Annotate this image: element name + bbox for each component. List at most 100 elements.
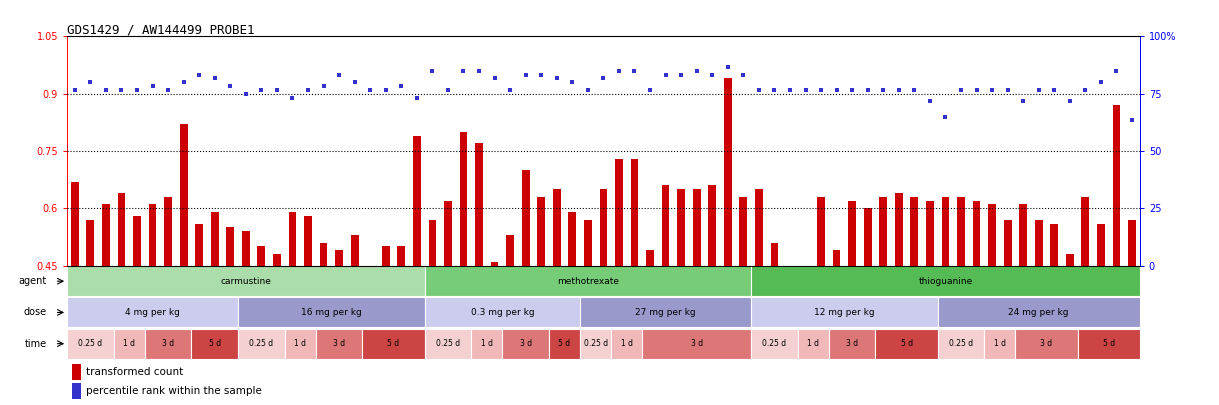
Bar — [973, 200, 980, 266]
Text: thioguanine: thioguanine — [918, 277, 973, 286]
Bar — [1128, 220, 1136, 266]
Text: 0.25 d: 0.25 d — [250, 339, 273, 348]
Point — [158, 87, 178, 93]
Bar — [751, 297, 937, 327]
Bar — [179, 124, 188, 266]
Bar — [538, 197, 545, 266]
Bar — [102, 205, 110, 266]
Bar — [351, 235, 358, 266]
Text: 0.25 d: 0.25 d — [762, 339, 786, 348]
Text: 5 d: 5 d — [558, 339, 570, 348]
Bar — [692, 189, 701, 266]
Bar — [491, 262, 499, 266]
Point — [1013, 98, 1032, 104]
Bar — [895, 193, 903, 266]
Bar — [553, 189, 561, 266]
Point — [80, 79, 100, 85]
Point — [594, 75, 613, 82]
Point — [96, 87, 116, 93]
Bar — [238, 329, 285, 359]
Text: 5 d: 5 d — [1103, 339, 1114, 348]
Bar — [335, 250, 343, 266]
Text: 24 mg per kg: 24 mg per kg — [1008, 308, 1069, 317]
Bar — [211, 212, 218, 266]
Bar — [568, 212, 577, 266]
Point — [313, 83, 333, 90]
Text: percentile rank within the sample: percentile rank within the sample — [85, 386, 262, 396]
Point — [251, 87, 271, 93]
Point — [702, 71, 722, 78]
Point — [998, 87, 1018, 93]
Bar — [817, 197, 825, 266]
Bar — [285, 329, 316, 359]
Bar — [149, 205, 156, 266]
Text: 0.25 d: 0.25 d — [948, 339, 973, 348]
Bar — [926, 200, 934, 266]
Point — [283, 94, 302, 101]
Point — [267, 87, 286, 93]
Point — [920, 98, 940, 104]
Bar — [413, 136, 421, 266]
Point — [329, 71, 349, 78]
Text: transformed count: transformed count — [85, 367, 183, 377]
Point — [423, 68, 442, 74]
Bar — [678, 189, 685, 266]
Bar — [879, 197, 887, 266]
Bar — [1015, 329, 1078, 359]
Bar — [941, 197, 950, 266]
Bar — [460, 132, 467, 266]
Text: time: time — [24, 339, 46, 349]
Bar — [833, 250, 840, 266]
Point — [299, 87, 318, 93]
Point — [874, 87, 894, 93]
Text: carmustine: carmustine — [221, 277, 272, 286]
Bar — [195, 224, 204, 266]
Point — [469, 68, 489, 74]
Text: 12 mg per kg: 12 mg per kg — [814, 308, 875, 317]
Text: 0.25 d: 0.25 d — [78, 339, 102, 348]
Point — [951, 87, 970, 93]
Bar — [751, 266, 1140, 296]
Bar — [522, 170, 529, 266]
Bar — [662, 185, 669, 266]
Point — [610, 68, 629, 74]
Bar — [984, 329, 1015, 359]
Point — [734, 71, 753, 78]
Bar — [724, 79, 731, 266]
Bar — [117, 193, 126, 266]
Bar — [642, 329, 751, 359]
Point — [1029, 87, 1048, 93]
Bar — [911, 197, 918, 266]
Point — [889, 87, 908, 93]
Bar — [989, 205, 996, 266]
Bar — [113, 329, 145, 359]
Text: 5 d: 5 d — [208, 339, 221, 348]
Bar — [165, 197, 172, 266]
Bar — [937, 297, 1140, 327]
Bar — [1051, 224, 1058, 266]
Point — [812, 87, 831, 93]
Bar — [475, 143, 483, 266]
Bar — [382, 247, 390, 266]
Point — [640, 87, 659, 93]
Point — [750, 87, 769, 93]
Point — [112, 87, 132, 93]
Bar — [429, 220, 436, 266]
Point — [174, 79, 194, 85]
Bar — [238, 297, 424, 327]
Point — [221, 83, 240, 90]
Bar — [502, 329, 549, 359]
Bar — [630, 159, 639, 266]
Text: 3 d: 3 d — [162, 339, 174, 348]
Point — [672, 71, 691, 78]
Text: GDS1429 / AW144499_PROBE1: GDS1429 / AW144499_PROBE1 — [67, 23, 255, 36]
Bar — [424, 266, 751, 296]
Text: 1 d: 1 d — [993, 339, 1006, 348]
Bar — [506, 235, 514, 266]
Bar — [549, 329, 580, 359]
Point — [236, 90, 256, 97]
Point — [1123, 117, 1142, 124]
Point — [562, 79, 581, 85]
Bar — [424, 297, 580, 327]
Text: 3 d: 3 d — [333, 339, 345, 348]
